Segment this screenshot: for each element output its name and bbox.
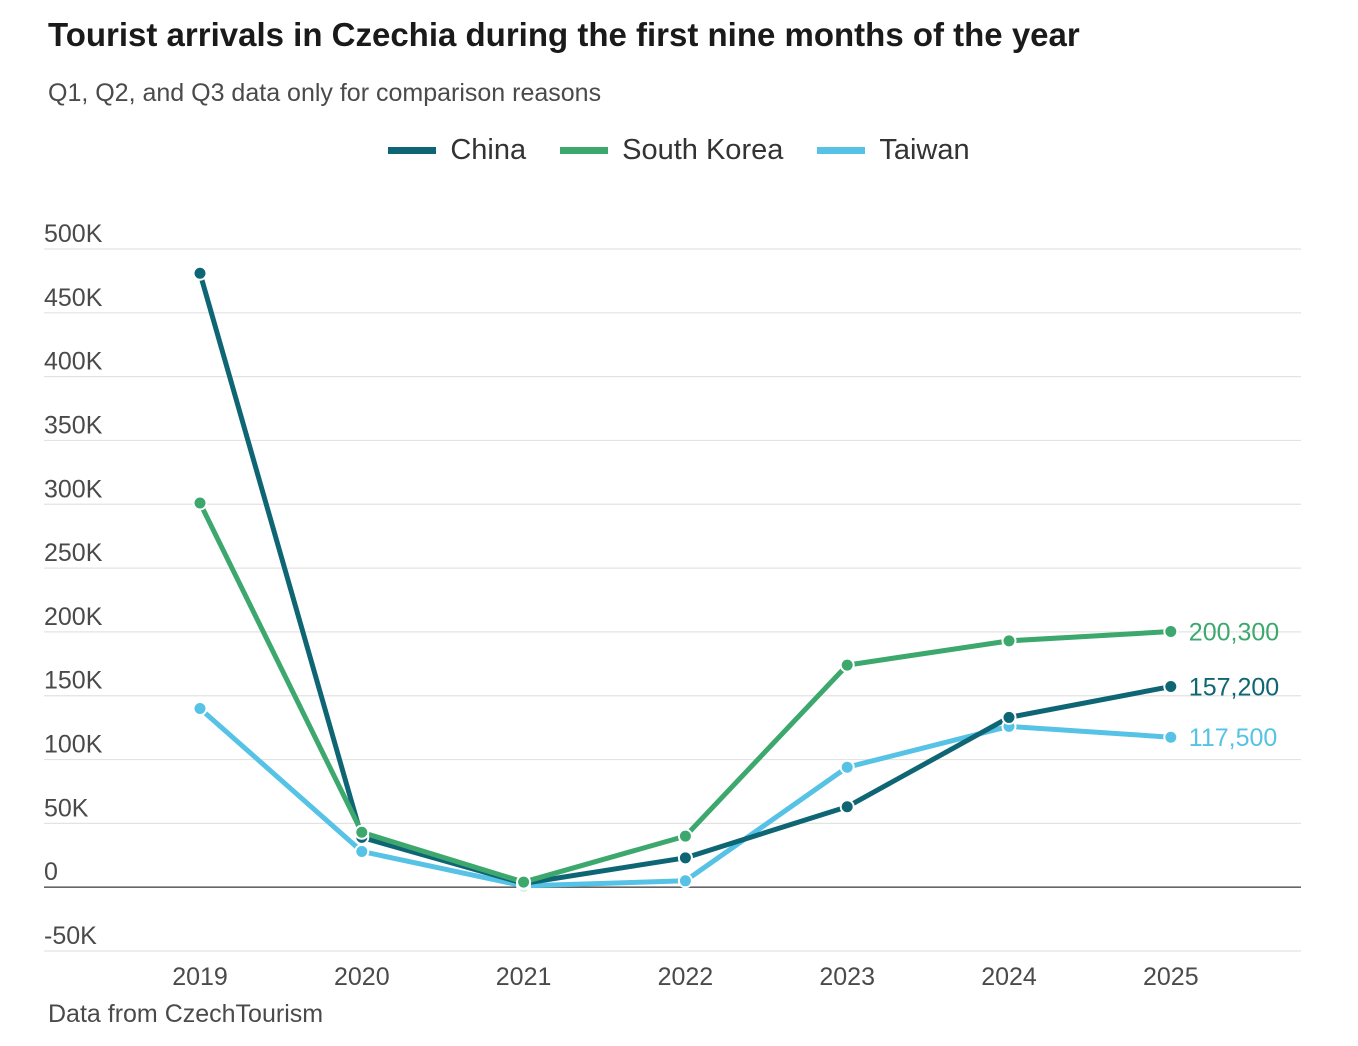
legend-item-taiwan: Taiwan (817, 134, 970, 167)
legend: China South Korea Taiwan (0, 134, 1358, 167)
y-tick-label: -50K (44, 922, 97, 950)
legend-item-south-korea: South Korea (560, 134, 783, 167)
series-line-south-korea (197, 500, 1174, 885)
legend-swatch-china (388, 147, 437, 154)
x-tick-label: 2024 (981, 963, 1037, 991)
legend-label-china: China (450, 134, 527, 166)
y-tick-label: 300K (44, 475, 103, 503)
data-point-taiwan (354, 843, 370, 859)
data-point-china (839, 799, 855, 815)
chart-subtitle: Q1, Q2, and Q3 data only for comparison … (48, 79, 602, 107)
y-tick-label: 150K (44, 667, 103, 695)
data-point-taiwan (1163, 729, 1179, 745)
y-tick-label: 450K (44, 284, 103, 312)
data-point-south-korea (1001, 633, 1017, 649)
chart-title: Tourist arrivals in Czechia during the f… (48, 16, 1080, 53)
legend-item-china: China (388, 134, 526, 167)
data-point-south-korea (677, 828, 693, 844)
data-point-taiwan (192, 700, 208, 716)
legend-swatch-taiwan (817, 147, 866, 154)
series-line-china (197, 270, 1174, 886)
data-point-taiwan (677, 873, 693, 889)
y-tick-label: 100K (44, 731, 103, 759)
x-tick-label: 2021 (496, 963, 552, 991)
y-tick-label: 200K (44, 603, 103, 631)
x-tick-label: 2025 (1143, 963, 1199, 991)
data-point-china (677, 850, 693, 866)
x-tick-label: 2019 (172, 963, 228, 991)
y-tick-label: 50K (44, 794, 89, 822)
data-point-south-korea (1163, 624, 1179, 640)
data-point-china (1163, 679, 1179, 695)
y-tick-label: 350K (44, 411, 103, 439)
y-tick-label: 500K (44, 220, 103, 248)
y-tick-label: 400K (44, 348, 103, 376)
data-point-china (1001, 709, 1017, 725)
end-label-south-korea: 200,300 (1189, 619, 1279, 647)
y-tick-label: 250K (44, 539, 103, 567)
x-tick-label: 2020 (334, 963, 390, 991)
data-point-south-korea (354, 824, 370, 840)
data-point-south-korea (192, 495, 208, 511)
y-tick-label: 0 (44, 858, 58, 886)
x-tick-label: 2023 (819, 963, 875, 991)
end-label-china: 157,200 (1189, 674, 1279, 702)
legend-swatch-south-korea (560, 147, 609, 154)
end-label-taiwan: 117,500 (1189, 724, 1278, 752)
x-tick-label: 2022 (658, 963, 714, 991)
legend-label-taiwan: Taiwan (879, 134, 970, 166)
data-point-taiwan (839, 759, 855, 775)
source-note: Data from CzechTourism (48, 1000, 324, 1028)
data-point-south-korea (516, 874, 532, 890)
data-point-south-korea (839, 657, 855, 673)
legend-label-south-korea: South Korea (622, 134, 784, 166)
data-point-china (192, 265, 208, 281)
